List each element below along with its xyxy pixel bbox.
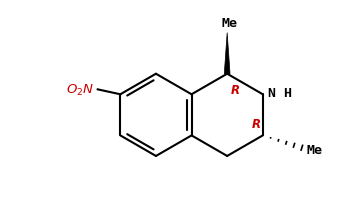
Text: R: R bbox=[252, 118, 261, 131]
Text: Me: Me bbox=[307, 144, 323, 157]
Text: R: R bbox=[231, 83, 239, 96]
Polygon shape bbox=[224, 33, 230, 74]
Text: N H: N H bbox=[268, 86, 292, 99]
Text: Me: Me bbox=[221, 17, 237, 30]
Text: $O_2N$: $O_2N$ bbox=[66, 82, 94, 97]
